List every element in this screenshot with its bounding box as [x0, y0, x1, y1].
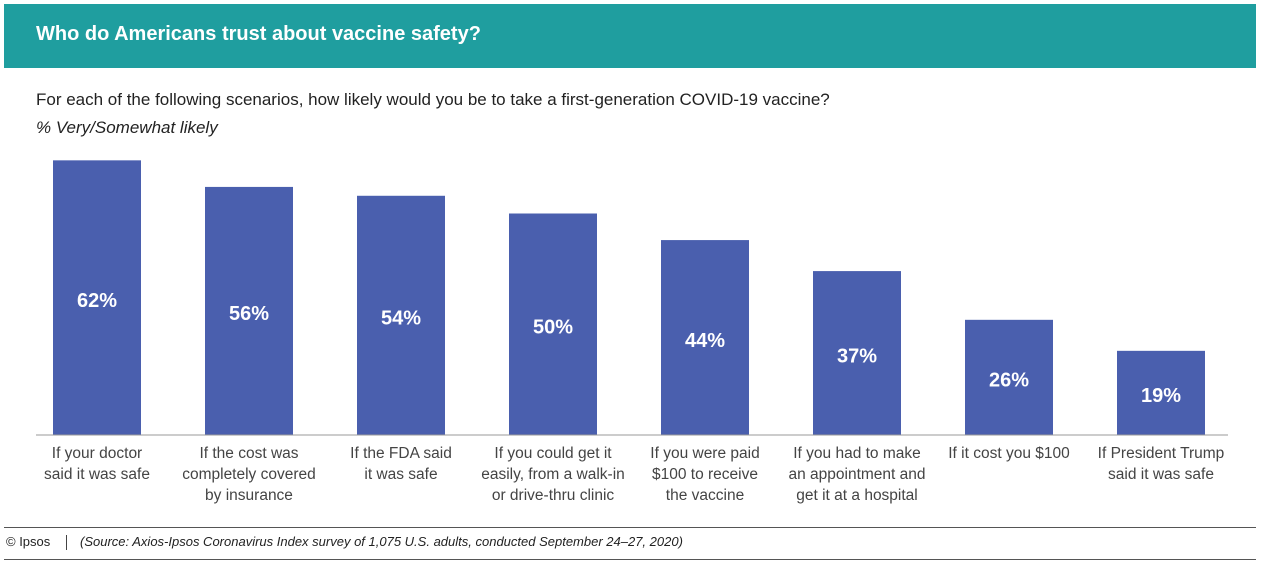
value-label: 19%: [1141, 385, 1181, 407]
x-tick-label: If President Trump said it was safe: [1097, 445, 1225, 483]
chart-title: Who do Americans trust about vaccine saf…: [36, 23, 481, 45]
footer-rule: [4, 559, 1256, 560]
x-tick-label: If the cost was completely covered by in…: [182, 445, 316, 504]
x-tick-label: If it cost you $100: [948, 445, 1070, 462]
x-tick-label: If you could get it easily, from a walk-…: [481, 445, 625, 504]
source: (Source: Axios-Ipsos Coronavirus Index s…: [80, 534, 683, 549]
subtitle: For each of the following scenarios, how…: [36, 90, 830, 109]
footer-rule: [4, 527, 1256, 528]
x-tick-label: If the FDA said it was safe: [350, 445, 452, 483]
header-band: Who do Americans trust about vaccine saf…: [4, 4, 1256, 68]
x-tick-label: If you were paid $100 to receive the vac…: [650, 445, 760, 504]
x-tick-label: If you had to make an appointment and ge…: [788, 445, 926, 504]
value-label: 62%: [77, 290, 117, 312]
value-label: 37%: [837, 345, 877, 367]
value-label: 44%: [685, 330, 725, 352]
bar: [661, 240, 749, 435]
bar: [205, 186, 293, 435]
x-tick-label: If your doctor said it was safe: [44, 445, 150, 483]
value-label: 50%: [533, 317, 573, 339]
bar: [813, 271, 901, 435]
value-label: 26%: [989, 370, 1029, 392]
value-label: 56%: [229, 303, 269, 325]
value-label: 54%: [381, 308, 421, 330]
separator: [66, 535, 67, 550]
bar: [965, 319, 1053, 435]
bar: [53, 160, 141, 435]
bar: [1117, 350, 1205, 435]
bar: [357, 195, 445, 435]
bar: [509, 213, 597, 435]
brand: © Ipsos: [6, 534, 51, 549]
unit-label: % Very/Somewhat likely: [36, 118, 218, 137]
